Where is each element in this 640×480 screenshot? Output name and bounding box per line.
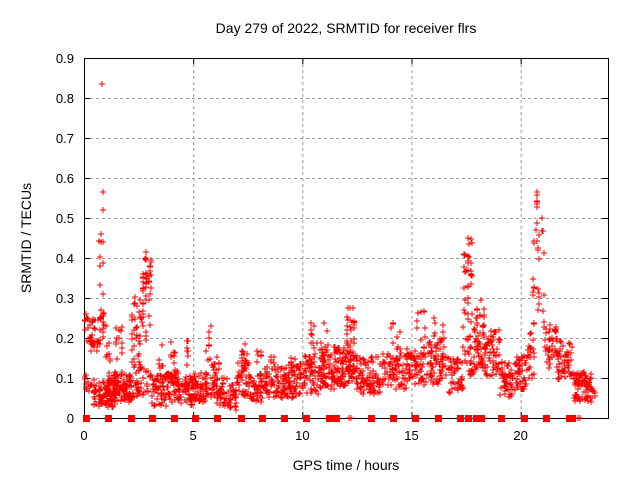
x-tick-label: 15 [404,428,418,443]
y-tick-label: 0 [67,411,74,426]
y-tick-label: 0.5 [56,211,74,226]
zero-axis-square-markers [83,415,576,422]
x-tick-label: 20 [513,428,527,443]
tick-labels: 0 5 10 15 20 0 0.1 0.2 0.3 0.4 0.5 0.6 0.7 0.8 0.9 [56,51,528,443]
y-tick-label: 0.7 [56,131,74,146]
y-axis-label: SRMTID / TECUs [18,183,34,293]
y-tick-label: 0.8 [56,91,74,106]
y-tick-label: 0.4 [56,251,74,266]
x-tick-label: 0 [80,428,87,443]
y-tick-label: 0.3 [56,291,74,306]
srmtid-plus-markers [82,81,598,421]
x-axis-label: GPS time / hours [293,457,400,473]
y-tick-label: 0.2 [56,331,74,346]
x-tick-label: 5 [190,428,197,443]
y-tick-label: 0.9 [56,51,74,66]
data-points [82,81,598,422]
y-tick-label: 0.6 [56,171,74,186]
x-tick-label: 10 [295,428,309,443]
chart-title: Day 279 of 2022, SRMTID for receiver flr… [216,20,477,36]
y-tick-label: 0.1 [56,371,74,386]
